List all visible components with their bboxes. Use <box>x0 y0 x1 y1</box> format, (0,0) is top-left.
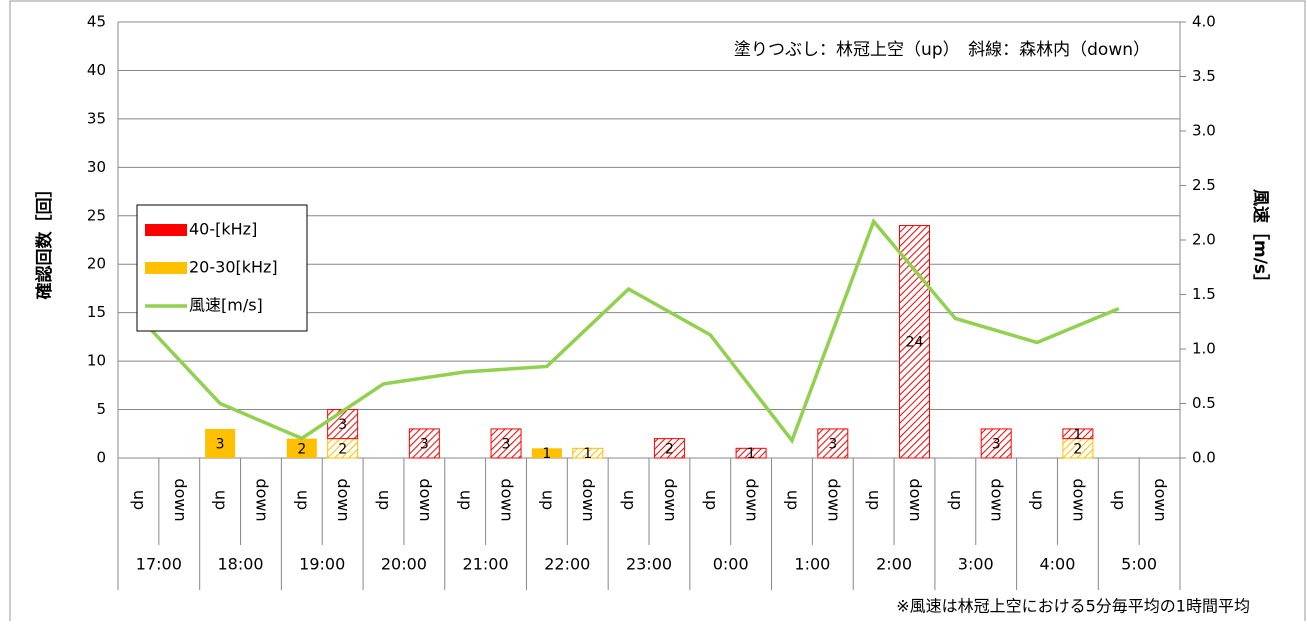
legend-swatch <box>145 224 187 236</box>
data-label: 3 <box>338 417 347 433</box>
x-tick-label: up <box>457 490 476 510</box>
y2-tick-label: 4.0 <box>1192 13 1216 31</box>
data-label: 3 <box>216 436 225 452</box>
y-tick-label: 45 <box>87 13 106 31</box>
data-label: 1 <box>1073 427 1082 443</box>
x-tick-label: up <box>620 490 639 510</box>
y-axis-label: 確認回数［回］ <box>34 181 55 300</box>
data-label: 24 <box>906 335 924 351</box>
data-label: 2 <box>1073 441 1082 457</box>
bar <box>408 428 440 459</box>
x-tick-label: up <box>702 490 721 510</box>
bar <box>327 409 359 440</box>
x-tick-label: up <box>212 490 231 510</box>
x-tick-label: up <box>538 490 557 510</box>
y2-tick-label: 3.5 <box>1192 67 1216 85</box>
y-tick-label: 20 <box>87 255 106 273</box>
y-tick-label: 25 <box>87 206 106 224</box>
x-tick-label: down <box>824 478 843 521</box>
data-label: 3 <box>502 436 511 452</box>
bar <box>735 447 767 459</box>
x-tick-label: up <box>783 490 802 510</box>
x-tick-label: up <box>865 490 884 510</box>
footnote: ※風速は林冠上空における5分毎平均の1時間平均 <box>896 597 1250 616</box>
bar <box>899 224 930 459</box>
y2-tick-label: 0.0 <box>1192 449 1216 467</box>
group-label: 17:00 <box>136 555 182 574</box>
group-label: 20:00 <box>381 555 427 574</box>
y-tick-label: 0 <box>96 449 106 467</box>
x-tick-label: up <box>947 490 966 510</box>
x-tick-label: down <box>906 478 925 521</box>
group-label: 23:00 <box>626 555 672 574</box>
data-label: 2 <box>338 441 347 457</box>
x-tick-label: down <box>988 478 1007 521</box>
legend-label: 40-[kHz] <box>189 220 257 239</box>
data-label: 3 <box>420 436 429 452</box>
data-label: 1 <box>747 446 756 462</box>
group-label: 4:00 <box>1039 555 1075 574</box>
group-label: 21:00 <box>463 555 509 574</box>
x-tick-label: down <box>498 478 517 521</box>
group-label: 19:00 <box>299 555 345 574</box>
data-label: 2 <box>297 441 306 457</box>
annotation: 塗りつぶし：林冠上空（up） 斜線：森林内（down） <box>734 39 1150 60</box>
x-tick-label: down <box>334 478 353 521</box>
x-tick-label: up <box>293 490 312 510</box>
y-tick-label: 5 <box>96 400 106 418</box>
frame <box>9 0 1306 625</box>
y2-axis-label: 風速［m/s］ <box>1250 189 1271 291</box>
x-tick-label: down <box>171 478 190 521</box>
x-tick-label: up <box>1110 490 1129 510</box>
y-tick-label: 15 <box>87 303 106 321</box>
bar <box>980 428 1012 459</box>
x-tick-label: up <box>130 490 149 510</box>
group-label: 5:00 <box>1121 555 1157 574</box>
group-label: 0:00 <box>713 555 749 574</box>
bar <box>531 448 562 458</box>
y2-tick-label: 3.0 <box>1192 122 1216 140</box>
x-tick-label: down <box>416 478 435 521</box>
x-tick-label: up <box>375 490 394 510</box>
bar <box>286 438 317 458</box>
data-label: 2 <box>665 441 674 457</box>
data-label: 3 <box>828 436 837 452</box>
y2-tick-label: 0.5 <box>1192 394 1216 412</box>
legend-label: 20-30[kHz] <box>189 258 278 277</box>
group-label: 22:00 <box>544 555 590 574</box>
bar <box>490 428 522 459</box>
group-label: 2:00 <box>876 555 912 574</box>
x-tick-label: down <box>579 478 598 521</box>
x-tick-label: up <box>1029 490 1048 510</box>
x-tick-label: down <box>1151 478 1170 521</box>
data-label: 1 <box>583 446 592 462</box>
data-label: 3 <box>992 436 1001 452</box>
y2-tick-label: 2.0 <box>1192 231 1216 249</box>
group-label: 1:00 <box>794 555 830 574</box>
bar <box>572 447 604 459</box>
y-tick-label: 40 <box>87 61 106 79</box>
legend-label: 風速[m/s] <box>189 296 263 315</box>
data-label: 1 <box>542 446 551 462</box>
bar <box>205 428 236 458</box>
bar <box>653 438 685 459</box>
wind-line <box>137 218 1120 445</box>
y-tick-label: 30 <box>87 158 106 176</box>
group-label: 3:00 <box>958 555 994 574</box>
x-tick-label: down <box>743 478 762 521</box>
y-tick-label: 10 <box>87 352 106 370</box>
y2-tick-label: 1.0 <box>1192 340 1216 358</box>
bar <box>1062 428 1094 440</box>
y-tick-label: 35 <box>87 109 106 127</box>
x-tick-label: down <box>1069 478 1088 521</box>
y2-tick-label: 1.5 <box>1192 285 1216 303</box>
y2-tick-label: 2.5 <box>1192 176 1216 194</box>
x-tick-label: down <box>661 478 680 521</box>
group-label: 18:00 <box>217 555 263 574</box>
bar <box>817 428 849 459</box>
legend-swatch <box>145 262 187 274</box>
x-tick-label: down <box>252 478 271 521</box>
